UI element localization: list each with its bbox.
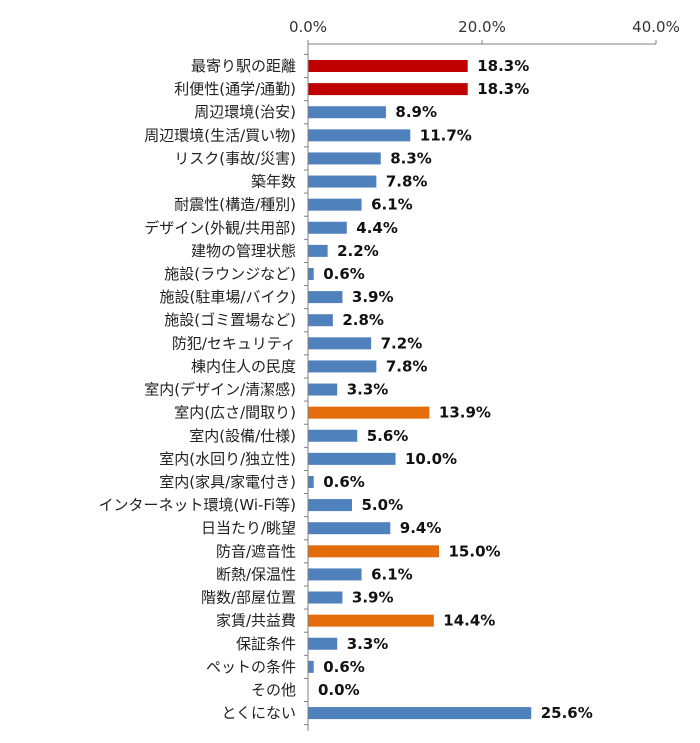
- bar: [308, 198, 362, 211]
- category-label: 周辺環境(治安): [194, 103, 296, 121]
- bar: [308, 707, 532, 720]
- data-label: 6.1%: [371, 196, 413, 214]
- data-label: 0.0%: [318, 681, 360, 699]
- data-label: 2.8%: [342, 311, 384, 329]
- bar: [308, 106, 386, 119]
- category-label: 室内(広さ/間取り): [174, 404, 296, 422]
- x-tick-label: 0.0%: [289, 18, 327, 36]
- category-label: リスク(事故/災害): [174, 149, 296, 167]
- data-label: 3.3%: [347, 381, 389, 399]
- bar: [308, 429, 358, 442]
- data-label: 0.6%: [323, 658, 365, 676]
- category-label: 保証条件: [236, 635, 296, 653]
- bar: [308, 244, 328, 257]
- data-label: 0.6%: [323, 473, 365, 491]
- bar: [308, 337, 372, 350]
- data-label: 0.6%: [323, 265, 365, 283]
- data-label: 11.7%: [420, 126, 472, 144]
- bar: [308, 637, 338, 650]
- data-label: 7.2%: [381, 334, 423, 352]
- x-axis-ticks: 0.0% 20.0% 40.0%: [289, 18, 680, 36]
- category-label: 防音/遮音性: [216, 542, 296, 560]
- data-label: 7.8%: [386, 357, 428, 375]
- bar: [308, 406, 430, 419]
- bar: [308, 152, 381, 165]
- data-label: 4.4%: [356, 219, 398, 237]
- category-label: 周辺環境(生活/買い物): [144, 126, 296, 144]
- data-label: 3.9%: [352, 288, 394, 306]
- data-label: 25.6%: [541, 704, 593, 722]
- x-tick-label: 40.0%: [632, 18, 680, 36]
- bar: [308, 267, 314, 280]
- category-label: 築年数: [251, 173, 296, 191]
- bar: [308, 60, 468, 72]
- axes: [304, 40, 657, 731]
- bar: [308, 614, 434, 627]
- category-label: 家賃/共益費: [216, 612, 296, 630]
- bar: [308, 452, 396, 465]
- category-label: 施設(ゴミ置場など): [164, 311, 296, 329]
- category-label: 防犯/セキュリティ: [172, 334, 296, 352]
- category-label: 日当たり/眺望: [201, 519, 296, 537]
- data-label: 3.9%: [352, 589, 394, 607]
- category-label: とくにない: [221, 704, 296, 722]
- category-label: 室内(家具/家電付き): [159, 473, 296, 491]
- category-label: 室内(水回り/独立性): [159, 450, 296, 468]
- data-label: 8.9%: [395, 103, 437, 121]
- bar: [308, 383, 338, 396]
- value-labels: 18.3% 18.3% 8.9% 11.7% 8.3% 7.8% 6.1% 4.4% 2.2% 0…: [318, 57, 593, 722]
- data-label: 8.3%: [390, 149, 432, 167]
- bar: [308, 291, 343, 304]
- bar: [308, 475, 314, 488]
- data-label: 13.9%: [439, 404, 491, 422]
- category-label: その他: [251, 681, 296, 699]
- bar: [308, 568, 362, 581]
- category-label: 室内(設備/仕様): [189, 427, 296, 445]
- data-label: 14.4%: [443, 612, 495, 630]
- bar: [308, 129, 411, 142]
- bar: [308, 660, 314, 673]
- data-label: 6.1%: [371, 565, 413, 583]
- category-label: 施設(ラウンジなど): [164, 265, 296, 283]
- bar: [308, 499, 352, 512]
- data-label: 15.0%: [449, 542, 501, 560]
- bar: [308, 591, 343, 604]
- bar: [308, 314, 333, 327]
- category-label: 建物の管理状態: [191, 242, 296, 260]
- category-label: 施設(駐車場/バイク): [160, 288, 296, 306]
- category-label: 階数/部屋位置: [201, 589, 296, 607]
- category-label: 利便性(通学/通勤): [174, 80, 296, 98]
- data-label: 18.3%: [477, 80, 529, 98]
- category-label: 断熱/保温性: [216, 565, 296, 583]
- x-tick-label: 20.0%: [458, 18, 506, 36]
- category-label: 耐震性(構造/種別): [174, 196, 296, 214]
- category-label: インターネット環境(Wi-Fi等): [99, 496, 297, 514]
- bar: [308, 545, 439, 558]
- bar: [308, 221, 347, 234]
- data-label: 5.6%: [367, 427, 409, 445]
- category-label: 棟内住人の民度: [191, 357, 296, 375]
- data-label: 18.3%: [477, 57, 529, 75]
- bar: [308, 175, 377, 188]
- category-label: ペットの条件: [206, 658, 296, 676]
- data-label: 3.3%: [347, 635, 389, 653]
- bar: [308, 360, 377, 373]
- category-label: 室内(デザイン/清潔感): [144, 381, 296, 399]
- category-label: デザイン(外観/共用部): [144, 219, 296, 237]
- data-label: 2.2%: [337, 242, 379, 260]
- bar: [308, 522, 391, 535]
- bar: [308, 83, 468, 96]
- data-label: 9.4%: [400, 519, 442, 537]
- category-label: 最寄り駅の距離: [191, 57, 296, 75]
- bars: [308, 60, 532, 720]
- data-label: 7.8%: [386, 173, 428, 191]
- data-label: 10.0%: [405, 450, 457, 468]
- data-label: 5.0%: [362, 496, 404, 514]
